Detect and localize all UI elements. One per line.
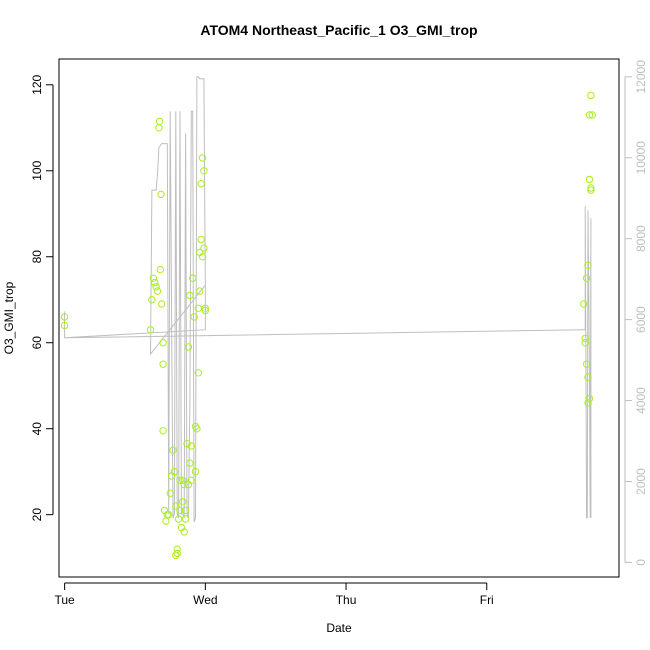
data-point <box>191 468 200 476</box>
data-point <box>152 283 160 291</box>
data-points-layer <box>60 91 596 560</box>
data-point <box>588 111 596 119</box>
data-point <box>582 274 591 282</box>
y2-tick-label: 0 <box>634 559 648 566</box>
data-point <box>186 291 194 300</box>
y-axis-label: O3_GMI_trop <box>2 281 16 354</box>
chart-title: ATOM4 Northeast_Pacific_1 O3_GMI_trop <box>200 22 477 38</box>
data-point <box>155 117 164 126</box>
data-point <box>173 545 181 553</box>
data-point <box>186 459 194 467</box>
plot-frame <box>58 58 620 578</box>
y2-tick-label: 8000 <box>634 225 648 252</box>
trajectory-line-layer <box>64 76 592 523</box>
data-point <box>193 425 201 433</box>
data-point <box>159 427 167 435</box>
data-point <box>60 313 69 321</box>
data-point <box>581 339 589 347</box>
data-point <box>180 528 188 536</box>
x-tick-label: Tue <box>55 593 76 607</box>
data-point <box>194 304 203 312</box>
data-point <box>587 186 595 194</box>
y-tick-label: 100 <box>30 160 44 180</box>
data-point <box>148 296 156 304</box>
data-point <box>197 180 205 188</box>
data-point <box>585 175 594 184</box>
data-point <box>191 422 200 431</box>
data-point <box>584 373 592 381</box>
data-point <box>176 476 184 484</box>
data-point <box>156 265 165 274</box>
y2-tick-label: 2000 <box>634 468 648 495</box>
data-point <box>581 334 589 343</box>
data-point <box>200 167 208 175</box>
data-point <box>149 274 158 282</box>
data-point <box>162 517 170 525</box>
data-point <box>187 476 196 484</box>
data-point <box>173 549 181 558</box>
data-point <box>190 313 198 321</box>
trajectory-line <box>64 76 592 523</box>
y2-tick-label: 4000 <box>634 387 648 414</box>
data-point <box>184 343 193 351</box>
y-tick-label: 40 <box>30 422 44 436</box>
x-tick-label: Thu <box>336 593 357 607</box>
y2-tick-label: 10000 <box>634 141 648 175</box>
data-point <box>176 506 184 515</box>
data-point <box>198 154 207 162</box>
data-point <box>181 506 190 515</box>
y-axis-left: 20 40 60 80 100 120 <box>30 74 54 522</box>
data-point <box>180 480 188 489</box>
data-point <box>158 300 166 308</box>
data-point <box>153 287 162 295</box>
y-tick-label: 80 <box>30 250 44 264</box>
data-point <box>585 111 594 119</box>
y-axis-right: 0 2000 4000 6000 8000 10000 12000 <box>624 60 648 566</box>
y2-tick-label: 6000 <box>634 306 648 333</box>
data-point <box>187 442 196 450</box>
data-point <box>587 184 595 192</box>
data-point <box>179 498 187 506</box>
y-tick-label: 120 <box>30 74 44 94</box>
x-tick-label: Fri <box>480 593 494 607</box>
data-point <box>201 304 210 312</box>
data-point <box>198 253 207 261</box>
data-point <box>196 287 204 295</box>
data-point <box>183 440 191 448</box>
y-tick-label: 60 <box>30 336 44 350</box>
x-tick-label: Wed <box>193 593 217 607</box>
data-point <box>170 468 179 476</box>
data-point <box>584 399 592 407</box>
y-tick-label: 20 <box>30 508 44 522</box>
data-point <box>146 326 155 334</box>
x-axis-label: Date <box>326 621 352 635</box>
data-point <box>157 190 165 199</box>
data-point <box>189 274 197 282</box>
data-point <box>172 502 180 510</box>
data-point <box>60 321 69 330</box>
data-point <box>201 306 210 315</box>
data-point <box>166 489 174 497</box>
data-point <box>169 446 177 454</box>
data-point <box>159 339 167 347</box>
data-point <box>197 235 205 244</box>
data-point <box>194 369 203 377</box>
data-point <box>155 124 163 132</box>
data-point <box>584 261 592 269</box>
data-point <box>179 476 187 484</box>
data-point <box>585 394 594 403</box>
data-point <box>582 360 591 368</box>
data-point <box>165 511 173 519</box>
y2-tick-label: 12000 <box>634 60 648 94</box>
data-point <box>181 515 190 523</box>
data-point <box>151 278 159 287</box>
data-point <box>159 360 167 368</box>
data-point <box>174 515 183 523</box>
data-point <box>580 300 588 308</box>
x-axis: Tue Wed Thu Fri <box>55 582 494 607</box>
data-point <box>200 244 208 252</box>
data-point <box>587 91 595 100</box>
